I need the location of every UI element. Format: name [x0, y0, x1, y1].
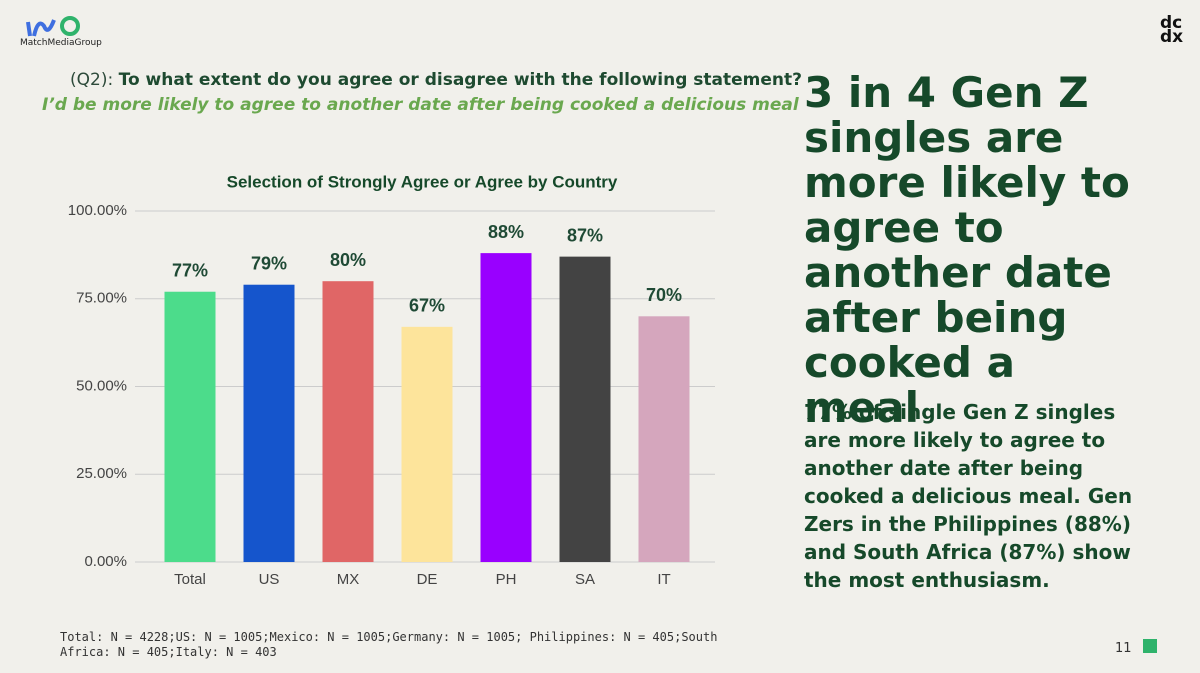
bar [638, 316, 690, 562]
y-tick-label: 25.00% [76, 465, 127, 482]
value-label: 67% [409, 296, 445, 316]
question: (Q2): To what extent do you agree or dis… [70, 70, 802, 90]
chart-title: Selection of Strongly Agree or Agree by … [227, 172, 618, 191]
value-label: 77% [172, 260, 208, 280]
question-text: To what extent do you agree or disagree … [118, 70, 803, 90]
y-tick-label: 50.00% [76, 377, 127, 394]
y-tick-label: 100.00% [68, 202, 127, 219]
value-label: 88% [488, 222, 524, 242]
x-tick-label: US [259, 571, 280, 588]
x-tick-label: Total [174, 571, 206, 588]
logo-icon [26, 16, 80, 37]
bar [401, 326, 453, 562]
headline: 3 in 4 Gen Z singles are more likely to … [804, 68, 1130, 432]
bar [322, 281, 374, 562]
y-tick-label: 75.00% [76, 290, 127, 307]
x-tick-label: MX [337, 571, 360, 588]
logo-right: dc dx [1160, 13, 1184, 47]
bar [480, 253, 532, 562]
chart: Selection of Strongly Agree or Agree by … [68, 172, 715, 588]
y-tick-label: 0.00% [84, 553, 127, 570]
value-label: 79% [251, 253, 287, 273]
value-label: 80% [330, 250, 366, 270]
statement: I’d be more likely to agree to another d… [42, 95, 799, 115]
logo-line: dc [1160, 13, 1183, 33]
bar [164, 291, 216, 562]
x-tick-label: DE [417, 571, 438, 588]
x-tick-label: PH [496, 571, 517, 588]
footnote: Total: N = 4228;US: N = 1005;Mexico: N =… [60, 630, 718, 659]
value-label: 87% [567, 225, 603, 245]
question-label: (Q2): [70, 70, 114, 90]
x-tick-label: IT [657, 571, 670, 588]
bar [243, 284, 295, 562]
bar [559, 256, 611, 562]
logo-text: MatchMediaGroup [20, 38, 102, 48]
value-label: 70% [646, 285, 682, 305]
logo-line: dx [1160, 27, 1184, 47]
corner-square [1143, 639, 1157, 653]
page-number: 11 [1115, 641, 1132, 656]
x-tick-label: SA [575, 571, 595, 588]
body-text: 77% of single Gen Z singles are more lik… [804, 400, 1133, 592]
